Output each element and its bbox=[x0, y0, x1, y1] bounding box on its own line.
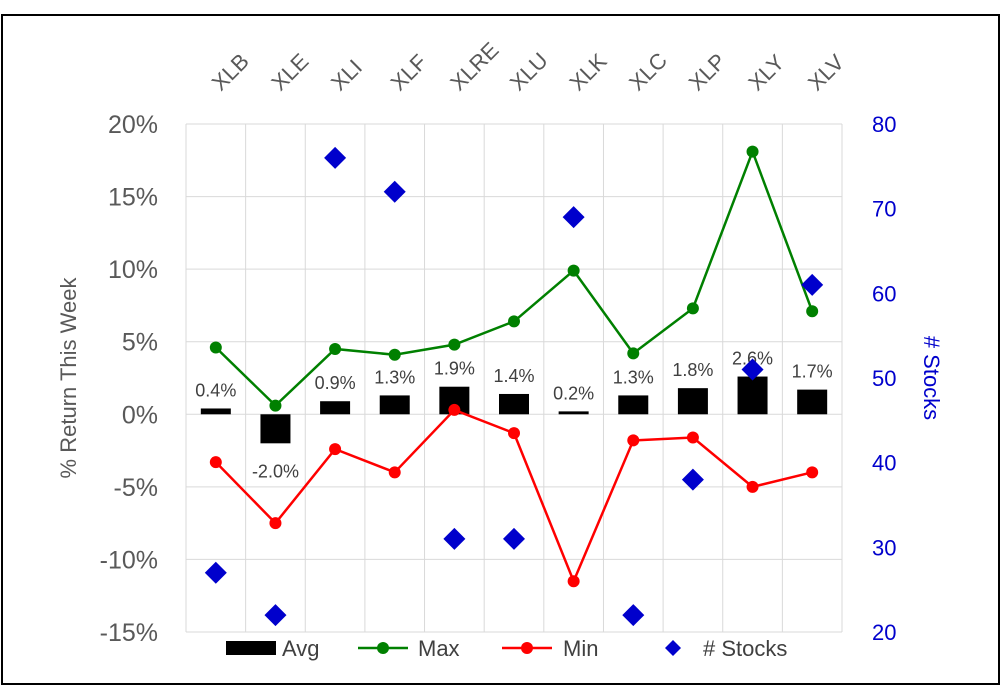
max-point bbox=[746, 145, 759, 158]
y2-tick-labels: 80 70 60 50 40 30 20 bbox=[872, 112, 896, 645]
avg-bar bbox=[260, 414, 291, 444]
legend: Avg Max Min # Stocks bbox=[226, 636, 787, 661]
avg-bar bbox=[797, 389, 828, 415]
y-tick-label: -15% bbox=[100, 619, 158, 647]
legend-min-marker bbox=[521, 642, 533, 654]
y-tick-label: 20% bbox=[108, 111, 158, 139]
stocks-point bbox=[622, 604, 645, 627]
min-point bbox=[627, 434, 640, 447]
avg-data-label: 0.9% bbox=[315, 373, 356, 393]
y2-tick-label: 80 bbox=[872, 112, 896, 137]
avg-bar bbox=[677, 388, 708, 415]
avg-bar-labels: 0.4%-2.0%0.9%1.3%1.9%1.4%0.2%1.3%1.8%2.6… bbox=[195, 349, 832, 482]
legend-avg-label: Avg bbox=[282, 636, 320, 661]
y-tick-labels: 20% 15% 10% 5% 0% -5% -10% -15% bbox=[100, 111, 158, 647]
avg-bar bbox=[737, 376, 768, 415]
avg-bar bbox=[379, 395, 410, 415]
min-point bbox=[686, 431, 699, 444]
min-point bbox=[388, 466, 401, 479]
y2-tick-label: 50 bbox=[872, 366, 896, 391]
max-point bbox=[269, 399, 282, 412]
stocks-point bbox=[562, 206, 585, 229]
avg-data-label: 1.4% bbox=[493, 366, 534, 386]
y-tick-label: 10% bbox=[108, 256, 158, 284]
series-lines bbox=[209, 145, 819, 588]
y-axis-label: % Return This Week bbox=[56, 277, 81, 479]
stocks-point bbox=[801, 273, 824, 296]
legend-stocks-marker bbox=[665, 640, 681, 656]
avg-data-label: 0.2% bbox=[553, 383, 594, 403]
avg-data-label: 0.4% bbox=[195, 380, 236, 400]
y-tick-label: -5% bbox=[114, 474, 158, 502]
max-point bbox=[209, 341, 222, 354]
avg-data-label: 1.7% bbox=[792, 362, 833, 382]
avg-data-label: -2.0% bbox=[252, 461, 299, 481]
avg-bar bbox=[618, 395, 649, 415]
stocks-point bbox=[264, 604, 287, 627]
stocks-point bbox=[324, 146, 347, 169]
min-point bbox=[329, 443, 342, 456]
avg-data-label: 1.3% bbox=[613, 367, 654, 387]
min-point bbox=[269, 517, 282, 530]
avg-bar bbox=[558, 411, 589, 415]
y2-tick-label: 60 bbox=[872, 281, 896, 306]
stocks-point bbox=[741, 358, 764, 381]
avg-bar bbox=[499, 393, 529, 415]
y-tick-label: 5% bbox=[122, 329, 158, 357]
y-tick-label: 0% bbox=[122, 401, 158, 429]
max-point bbox=[448, 338, 461, 351]
avg-bar bbox=[200, 408, 231, 415]
stocks-point bbox=[503, 527, 525, 550]
avg-data-label: 1.9% bbox=[434, 359, 475, 379]
min-point bbox=[448, 403, 461, 416]
y2-axis-label: # Stocks bbox=[919, 336, 944, 420]
legend-min-label: Min bbox=[563, 636, 598, 661]
stocks-point bbox=[204, 561, 227, 584]
min-point bbox=[806, 466, 819, 479]
stocks-point bbox=[443, 527, 466, 550]
y2-tick-label: 20 bbox=[872, 620, 896, 645]
min-point bbox=[567, 575, 580, 588]
max-point bbox=[686, 302, 699, 315]
y2-tick-label: 30 bbox=[872, 535, 896, 560]
y-tick-label: -10% bbox=[100, 546, 158, 574]
stock-markers bbox=[204, 146, 824, 627]
min-point bbox=[746, 480, 759, 493]
y2-tick-label: 40 bbox=[872, 451, 896, 476]
legend-max-marker bbox=[377, 642, 389, 654]
y2-tick-label: 70 bbox=[872, 197, 896, 222]
stocks-point bbox=[383, 180, 406, 203]
avg-bar bbox=[320, 401, 351, 415]
max-point bbox=[388, 348, 401, 361]
legend-max-label: Max bbox=[418, 636, 460, 661]
max-point bbox=[508, 315, 520, 328]
y-tick-label: 15% bbox=[108, 184, 158, 212]
avg-data-label: 1.3% bbox=[374, 367, 415, 387]
avg-data-label: 1.8% bbox=[672, 360, 713, 380]
max-point bbox=[627, 347, 640, 360]
min-point bbox=[209, 456, 222, 469]
stocks-point bbox=[681, 468, 704, 491]
max-point bbox=[806, 305, 819, 318]
legend-avg-swatch bbox=[226, 641, 276, 655]
chart-border bbox=[1, 14, 1000, 685]
max-point bbox=[329, 342, 342, 355]
max-point bbox=[567, 264, 580, 277]
legend-stocks-label: # Stocks bbox=[703, 636, 787, 661]
avg-bars bbox=[200, 376, 828, 444]
min-point bbox=[508, 427, 520, 440]
